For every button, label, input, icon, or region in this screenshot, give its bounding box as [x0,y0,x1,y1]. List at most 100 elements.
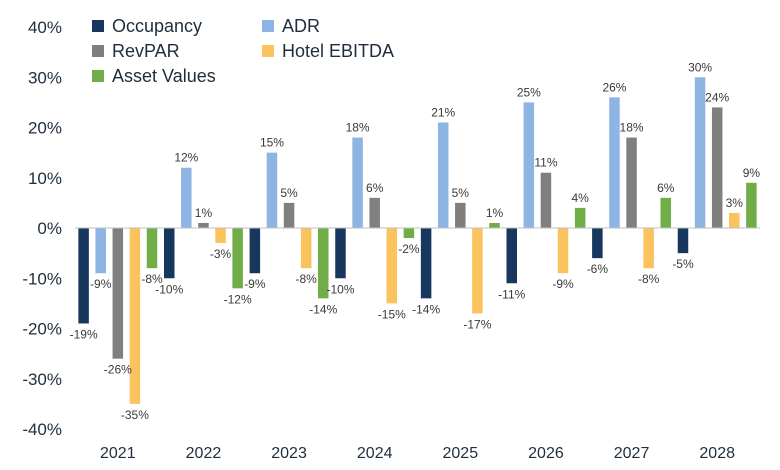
y-tick-label: 30% [28,68,62,87]
bar [232,228,243,289]
data-label: -12% [224,292,252,306]
y-tick-label: 40% [28,18,62,37]
y-tick-label: -40% [22,420,62,439]
y-axis: 40% 30% 20% 10% 0% -10% -20% -30% -40% [22,18,62,439]
data-label: -5% [672,257,694,271]
bar [198,222,209,228]
x-tick-label: 2021 [100,445,136,462]
legend-swatch [92,20,104,32]
bar [129,228,141,404]
data-label: -9% [244,277,266,291]
data-label: 9% [743,166,761,180]
data-label: -9% [90,277,112,291]
bar [540,172,552,228]
bar [472,228,483,314]
data-label: 18% [346,121,370,135]
data-label: -9% [552,277,574,291]
data-label: 25% [517,85,541,99]
data-label: 1% [486,206,504,220]
data-label: 11% [534,156,557,170]
legend-label: Hotel EBITDA [282,41,394,61]
bars [78,77,757,404]
bar [369,197,380,228]
legend-swatch [262,45,274,57]
data-label: -10% [326,282,354,296]
data-label: -14% [309,302,337,316]
bar [677,228,689,254]
legend-label: ADR [282,16,320,36]
bar [146,228,158,269]
bar [506,228,517,284]
bar [523,102,535,229]
data-label: 30% [688,60,712,74]
bar [455,202,466,229]
data-label: -8% [638,272,660,286]
data-label: 26% [602,80,626,94]
y-tick-label: 0% [37,219,62,238]
bar [437,122,449,228]
x-tick-label: 2024 [357,445,393,462]
bar [95,228,106,274]
data-label: -8% [295,272,317,286]
y-tick-label: -20% [22,320,62,339]
bar [729,212,740,228]
data-label: -26% [104,363,132,377]
data-label: 1% [195,206,213,220]
data-label: 6% [366,181,384,195]
legend-label: RevPAR [112,41,180,61]
bar [489,222,500,228]
legend-swatch [262,20,274,32]
bar [335,228,346,279]
bar [420,228,432,299]
bar [78,228,89,324]
x-tick-label: 2025 [443,445,479,462]
bar [660,197,672,228]
bar [643,228,654,269]
bar [352,137,363,228]
data-label: 3% [726,196,744,210]
data-label: -19% [70,327,98,341]
bar [112,228,124,359]
bar [403,228,415,239]
bar [283,202,295,229]
legend-swatch [92,70,104,82]
bar [694,77,706,228]
bar [746,182,757,228]
data-label: 5% [452,186,470,200]
bar [249,228,261,274]
data-label: 6% [657,181,675,195]
y-tick-label: 10% [28,169,62,188]
y-tick-label: -30% [22,370,62,389]
legend-label: Asset Values [112,66,216,86]
data-label: -11% [498,287,525,301]
bar [592,228,603,259]
x-tick-label: 2023 [271,445,307,462]
data-label: 15% [260,136,284,150]
bar [574,207,586,228]
data-label: 4% [571,191,589,205]
data-label: -15% [378,307,406,321]
x-tick-label: 2027 [614,445,650,462]
bar [300,228,312,269]
data-label: -14% [412,302,440,316]
data-label: 5% [280,186,298,200]
data-label: -35% [121,408,149,422]
x-tick-label: 2028 [699,445,735,462]
bar [557,228,569,274]
bar [163,228,175,279]
bar [609,97,620,228]
data-label: 21% [431,105,455,119]
data-label: -2% [398,242,420,256]
data-label: 12% [174,151,198,165]
bar [386,228,398,304]
data-label: -10% [155,282,183,296]
bar [318,228,329,299]
bar [711,107,723,228]
y-tick-label: -10% [22,269,62,288]
data-label: -8% [141,272,163,286]
x-tick-label: 2026 [528,445,564,462]
bar [266,152,278,229]
data-label: 18% [620,121,644,135]
bar [626,137,637,228]
